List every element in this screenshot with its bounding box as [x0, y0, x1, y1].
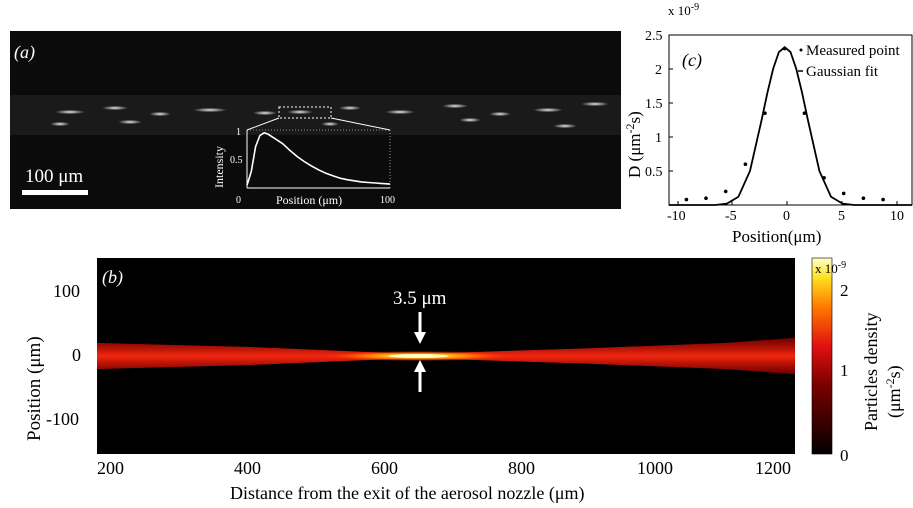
panel-c-plot [669, 46, 912, 206]
panel-c-label: (c) [682, 50, 702, 71]
panel-a-label: (a) [14, 42, 35, 63]
measured-point [861, 196, 866, 200]
colorbar-tick: 1 [840, 361, 849, 380]
focus-arrow-down-head [414, 332, 426, 344]
inset-ytick-1: 1 [236, 127, 241, 138]
legend-gaussian-label: Gaussian fit [806, 64, 879, 80]
scale-bar [22, 190, 88, 195]
measured-point [743, 162, 748, 166]
inset-xtick-0: 0 [236, 195, 241, 206]
inset-ylabel: Intensity [212, 146, 226, 188]
particle-streak [193, 107, 227, 113]
particle-streak [287, 109, 313, 115]
measured-point [704, 196, 708, 200]
measured-point [802, 111, 807, 115]
particle-streak [385, 109, 415, 115]
colorbar-tick: 0 [840, 446, 849, 465]
c-xtick-label: -10 [667, 209, 686, 224]
b-xtick-label: 1000 [637, 458, 673, 478]
c-xtick-label: 0 [783, 209, 790, 224]
zoom-line-right [330, 117, 391, 131]
particle-streak [339, 105, 361, 111]
inset-plot: 1 0.5 0 100 Position (μm) Intensity [212, 127, 395, 207]
particle-streak [321, 121, 339, 127]
b-ytick-label: -100 [46, 409, 79, 429]
b-ytick-label: 100 [53, 281, 80, 301]
particle-streak [118, 119, 142, 125]
panel-c-xlabel: Position(μm) [732, 227, 821, 246]
panel-a-band [10, 95, 621, 135]
c-ytick-label: 1.5 [645, 97, 663, 112]
zoom-line-left [246, 117, 280, 131]
panel-c-xticks: -10 -5 0 5 10 [667, 201, 904, 224]
b-ytick-label: 0 [72, 345, 81, 365]
b-xtick-label: 1200 [755, 458, 791, 478]
particle-streak [50, 121, 70, 127]
particle-streak [533, 107, 563, 113]
inset-xtick-100: 100 [380, 195, 395, 206]
b-xtick-label: 200 [97, 458, 124, 478]
colorbar: x 10-9 2 1 0 Particles density (μm-2s) [811, 257, 905, 465]
measured-point [841, 191, 846, 196]
particle-streak [102, 105, 128, 111]
colorbar-label-main: Particles density [861, 313, 881, 431]
particle-streak [581, 101, 609, 107]
panel-b-xticks: 200 400 600 800 1000 1200 [97, 458, 791, 478]
c-xtick-label: 10 [890, 209, 904, 224]
c-xtick-label: 5 [838, 209, 845, 224]
particle-streaks [50, 101, 609, 129]
inset-ytick-05: 0.5 [230, 155, 243, 166]
panel-b-ylabel: Position (μm) [24, 336, 45, 441]
panel-c-exponent: x 10-9 [668, 2, 699, 18]
focus-arrow-down [414, 312, 426, 344]
gaussian-fit-line [669, 46, 912, 206]
b-xtick-label: 400 [234, 458, 261, 478]
particle-streak [489, 111, 511, 117]
b-xtick-label: 600 [371, 458, 398, 478]
particle-streak [442, 103, 468, 109]
focus-arrow-up [414, 360, 426, 392]
c-ytick-label: 0.5 [645, 165, 663, 180]
b-xtick-label: 800 [508, 458, 535, 478]
particle-streak [459, 117, 481, 123]
panel-c: 0.5 1 1.5 2 2.5 -10 -5 0 5 10 (c) x 10-9… [623, 2, 913, 246]
colorbar-label-units: (μm-2s) [883, 365, 905, 418]
colorbar-exponent: x 10-9 [815, 260, 846, 276]
measured-point [881, 197, 885, 202]
focus-annotation: 3.5 μm [393, 288, 447, 309]
c-xtick-label: -5 [725, 209, 737, 224]
legend-measured-label: Measured point [806, 43, 901, 59]
colorbar-tick: 2 [840, 281, 849, 300]
c-ytick-label: 2 [655, 63, 662, 78]
focus-core [388, 354, 449, 358]
inset-xlabel: Position (μm) [276, 193, 342, 207]
panel-a: (a) 100 μm 1 0.5 0 100 Position (μm) Int… [10, 31, 621, 209]
colorbar-gradient [811, 257, 833, 455]
panel-c-ylabel: D (μm-2s) [623, 111, 644, 178]
panel-b: (b) 3.5 μm 100 0 -100 200 400 600 800 10… [24, 257, 905, 504]
measured-point [723, 189, 728, 194]
panel-c-yticks: 0.5 1 1.5 2 2.5 [645, 29, 673, 180]
c-ytick-label: 2.5 [645, 29, 663, 44]
panel-b-yticks: 100 0 -100 [46, 281, 81, 429]
panel-c-legend: Measured point Gaussian fit [798, 43, 901, 80]
panel-c-frame [668, 34, 913, 206]
c-ytick-label: 1 [655, 131, 662, 146]
scale-bar-label: 100 μm [25, 166, 83, 187]
particle-streak [149, 111, 171, 117]
zoom-box [278, 106, 332, 119]
particle-streak [253, 110, 277, 116]
inset-intensity-curve [246, 131, 391, 186]
legend-measured-marker [799, 48, 803, 52]
particle-streak [55, 109, 85, 115]
focus-arrow-up-head [414, 360, 426, 372]
measured-point [684, 197, 689, 202]
panel-b-label: (b) [102, 267, 123, 288]
panel-b-xlabel: Distance from the exit of the aerosol no… [230, 483, 585, 504]
particle-streak [553, 123, 577, 129]
particle-beam [97, 337, 795, 375]
